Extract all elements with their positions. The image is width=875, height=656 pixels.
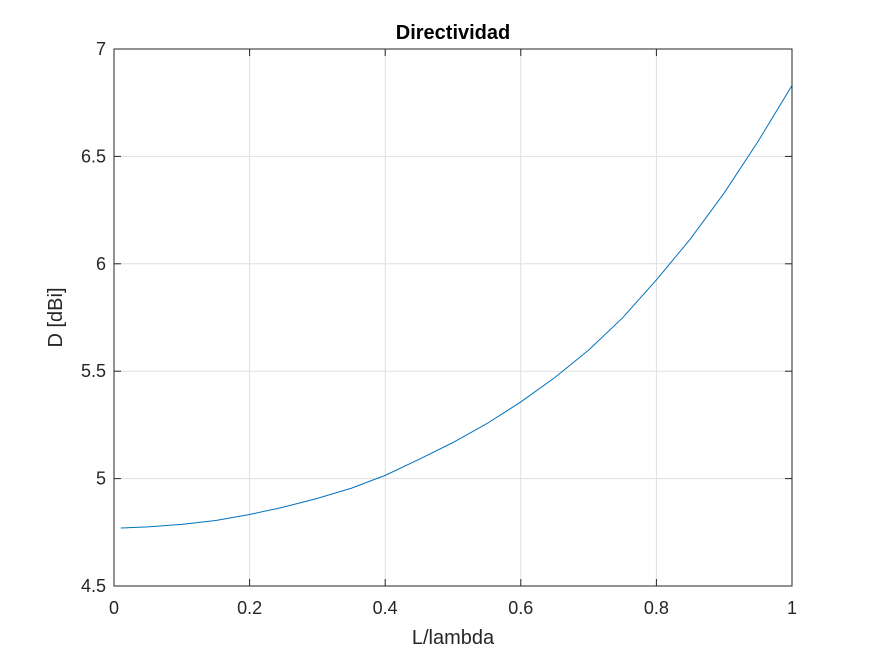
- y-tick-label: 5.5: [81, 361, 106, 381]
- axis-ticks: 0 0.2 0.4 0.6 0.8 1 4.5 5 5.5 6 6.5 7: [81, 39, 797, 618]
- x-tick-label: 0: [109, 598, 119, 618]
- plot-frame: [113, 48, 793, 587]
- x-tick-label: 0.8: [644, 598, 669, 618]
- chart-title: Directividad: [396, 22, 510, 44]
- x-tick-label: 1: [787, 598, 797, 618]
- y-tick-label: 4.5: [81, 576, 106, 596]
- y-tick-label: 5: [96, 469, 106, 489]
- y-tick-label: 6: [96, 254, 106, 274]
- grid-lines: [114, 49, 792, 586]
- x-tick-label: 0.4: [373, 598, 398, 618]
- x-axis-label: L/lambda: [412, 627, 495, 649]
- series-line: [120, 85, 793, 529]
- x-tick-label: 0.6: [508, 598, 533, 618]
- x-tick-label: 0.2: [237, 598, 262, 618]
- series-layer: [120, 85, 793, 529]
- y-axis-label: D [dBi]: [45, 287, 67, 347]
- plot-area: [114, 49, 792, 586]
- y-tick-label: 7: [96, 39, 106, 59]
- y-tick-label: 6.5: [81, 146, 106, 166]
